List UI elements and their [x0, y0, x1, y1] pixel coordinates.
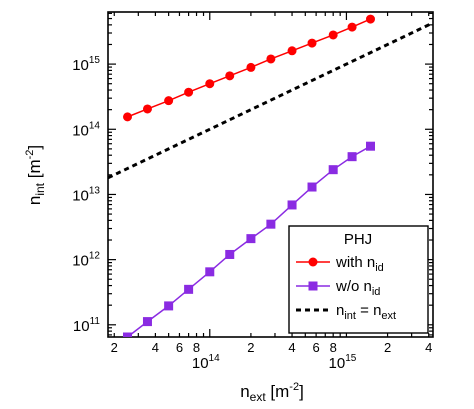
- legend-label-equal: nint = next: [336, 302, 396, 322]
- x-tick-label: 4: [288, 340, 295, 355]
- legend-marker-with: [308, 257, 318, 267]
- x-tick-label: 2: [111, 340, 118, 355]
- x-tick-label: 6: [176, 340, 183, 355]
- data-point: [347, 22, 357, 32]
- legend-label-without: w/o nid: [335, 278, 380, 298]
- data-point: [205, 267, 215, 277]
- data-point: [365, 141, 375, 151]
- data-point: [246, 234, 256, 244]
- legend-marker-without: [308, 281, 318, 291]
- data-point: [287, 46, 297, 56]
- data-point: [164, 96, 174, 106]
- data-point: [266, 219, 276, 229]
- data-point: [328, 30, 338, 40]
- data-point: [142, 317, 152, 327]
- data-point: [225, 71, 235, 81]
- series-layer: [108, 14, 433, 337]
- data-point: [365, 14, 375, 24]
- data-point: [184, 87, 194, 97]
- data-point: [347, 152, 357, 162]
- y-axis-title: nint [m-2]: [24, 145, 47, 205]
- x-tick-label: 8: [330, 340, 337, 355]
- x-tick-label: 1014: [192, 353, 220, 372]
- data-point: [287, 200, 297, 210]
- x-tick-label: 4: [425, 340, 432, 355]
- x-tick-label: 2: [384, 340, 391, 355]
- y-tick-label: 1015: [72, 55, 100, 74]
- y-tick-label: 1012: [72, 251, 100, 270]
- data-point: [328, 165, 338, 175]
- x-tick-label: 6: [312, 340, 319, 355]
- data-point: [142, 104, 152, 114]
- x-axis-title: next [m-2]: [240, 381, 304, 404]
- data-point: [205, 79, 215, 89]
- y-tick-label: 1013: [72, 185, 100, 204]
- x-tick-label: 2: [247, 340, 254, 355]
- data-point: [246, 62, 256, 72]
- data-point: [307, 38, 317, 48]
- legend-title: PHJ: [344, 231, 372, 248]
- y-tick-label: 1011: [73, 316, 101, 335]
- y-tick-label: 1014: [72, 120, 100, 139]
- legend-label-with: with nid: [335, 254, 384, 274]
- data-point: [122, 332, 132, 337]
- data-point: [225, 249, 235, 259]
- x-tick-label: 1015: [329, 353, 357, 372]
- data-point: [184, 284, 194, 294]
- legend-box: [288, 225, 429, 334]
- x-tick-label: 4: [152, 340, 159, 355]
- data-point: [164, 301, 174, 311]
- data-point: [307, 182, 317, 192]
- data-point: [122, 112, 132, 122]
- series-line-2: [108, 21, 433, 180]
- legend: PHJ with nid w/o nid nint = next: [288, 225, 429, 334]
- x-tick-label: 8: [193, 340, 200, 355]
- data-point: [266, 54, 276, 64]
